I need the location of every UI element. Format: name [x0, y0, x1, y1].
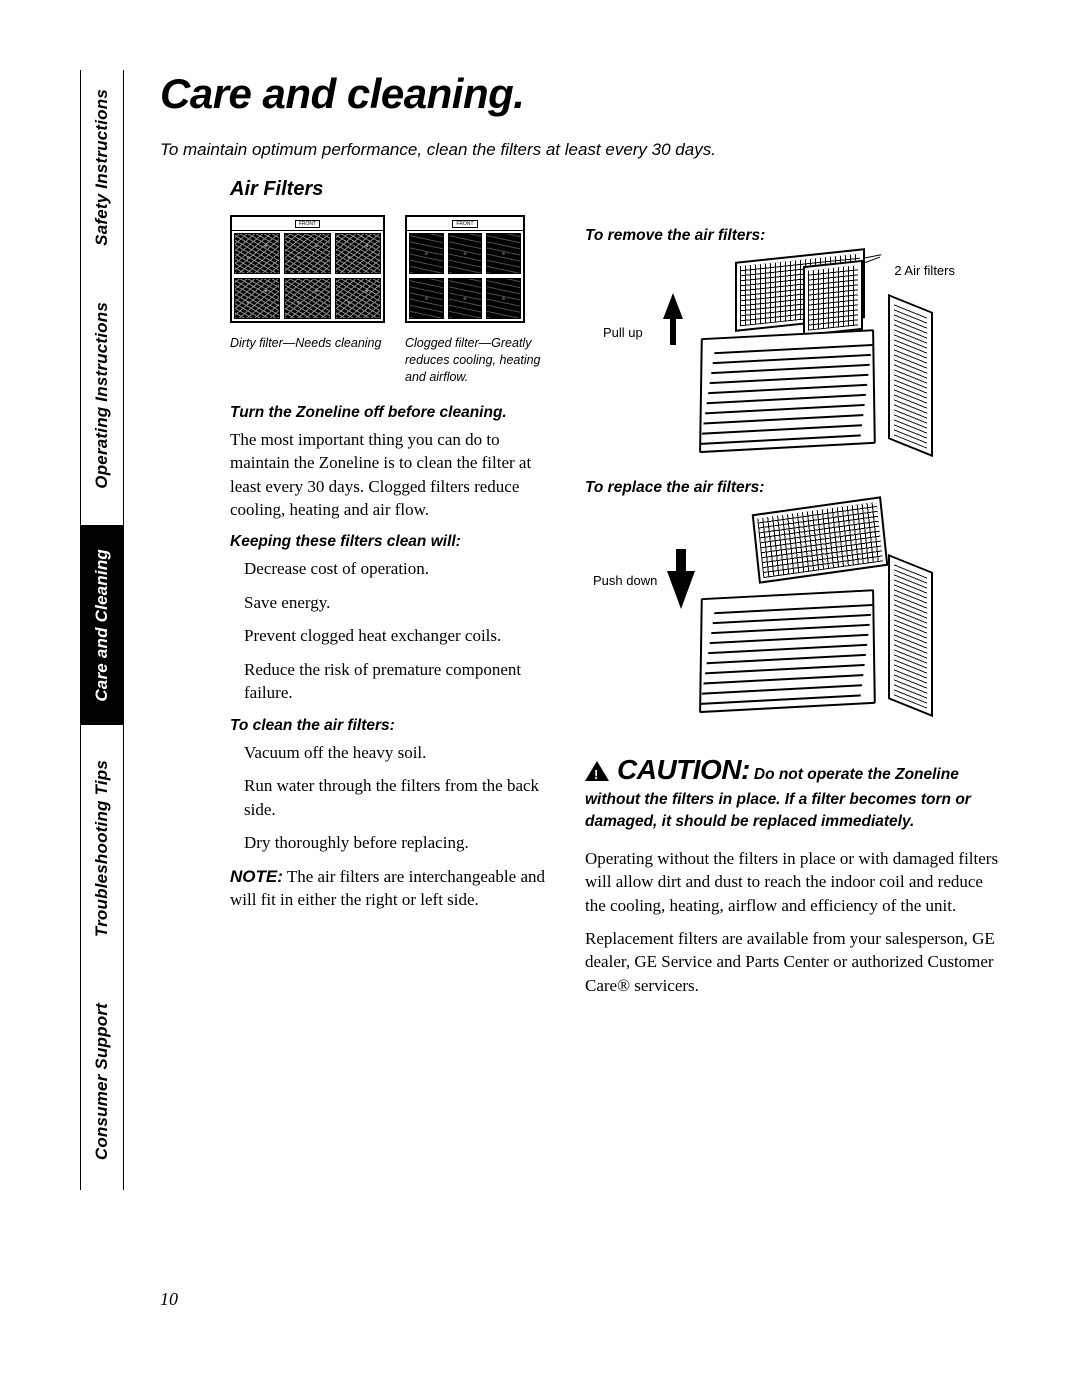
unit-sketch: [705, 273, 905, 458]
tab-label: Safety Instructions: [92, 89, 112, 246]
caution-word: CAUTION:: [617, 754, 750, 785]
page-number: 10: [160, 1289, 178, 1310]
label-push-down: Push down: [593, 573, 657, 588]
clean-steps: Vacuum off the heavy soil. Run water thr…: [230, 741, 555, 855]
caption-dirty: Dirty filter—Needs cleaning: [230, 335, 385, 386]
arrow-down-icon: [667, 571, 695, 609]
front-label: FRONT: [452, 220, 477, 228]
clogged-filter-figure: FRONT: [405, 215, 525, 323]
tab-label: Troubleshooting Tips: [92, 760, 112, 937]
section-tabs: Safety Instructions Operating Instruction…: [80, 70, 126, 1190]
section-tab: Consumer Support: [80, 973, 124, 1190]
caution-block: CAUTION: Do not operate the Zoneline wit…: [585, 751, 1005, 833]
front-label: FRONT: [295, 220, 320, 228]
clean-step-2: Run water through the filters from the b…: [244, 774, 555, 821]
tab-label: Consumer Support: [92, 1003, 112, 1160]
caption-clogged: Clogged filter—Greatly reduces cooling, …: [405, 335, 555, 386]
para-importance: The most important thing you can do to m…: [230, 428, 555, 522]
warning-triangle-icon: [585, 761, 609, 781]
replace-diagram: Push down: [615, 505, 925, 735]
right-column: To remove the air filters: Pull up 2 Air…: [585, 215, 1005, 1007]
dirty-filter-figure: FRONT: [230, 215, 385, 323]
benefit-4: Reduce the risk of premature component f…: [244, 658, 555, 705]
sub-replace: To replace the air filters:: [585, 479, 1005, 497]
sub-remove: To remove the air filters:: [585, 227, 1005, 245]
label-pull-up: Pull up: [603, 325, 643, 340]
unit-sketch: [705, 533, 905, 718]
section-tab: Care and Cleaning: [80, 525, 124, 725]
caution-para-2: Replacement filters are available from y…: [585, 927, 1005, 997]
note: NOTE: The air filters are interchangeabl…: [230, 865, 555, 912]
section-tab: Safety Instructions: [80, 70, 124, 265]
note-lead: NOTE:: [230, 867, 283, 886]
sub-keeping-clean: Keeping these filters clean will:: [230, 533, 555, 551]
arrow-stem: [670, 319, 676, 345]
page-title: Care and cleaning.: [160, 70, 1020, 118]
section-heading: Air Filters: [230, 178, 1020, 201]
benefit-1: Decrease cost of operation.: [244, 557, 555, 580]
caution-para-1: Operating without the filters in place o…: [585, 847, 1005, 917]
tab-label: Care and Cleaning: [92, 549, 112, 702]
remove-diagram: Pull up 2 Air filters: [615, 253, 925, 463]
page-content: Care and cleaning. To maintain optimum p…: [160, 70, 1020, 1007]
tab-label: Operating Instructions: [92, 302, 112, 489]
left-column: FRONT FRONT Dir: [230, 215, 555, 1007]
intro-text: To maintain optimum performance, clean t…: [160, 140, 1020, 160]
sub-to-clean: To clean the air filters:: [230, 717, 555, 735]
clean-step-3: Dry thoroughly before replacing.: [244, 831, 555, 854]
sub-turn-off: Turn the Zoneline off before cleaning.: [230, 404, 555, 422]
clean-step-1: Vacuum off the heavy soil.: [244, 741, 555, 764]
benefit-3: Prevent clogged heat exchanger coils.: [244, 624, 555, 647]
section-tab: Operating Instructions: [80, 265, 124, 525]
arrow-stem: [676, 549, 686, 571]
figure-captions: Dirty filter—Needs cleaning Clogged filt…: [230, 329, 555, 386]
filter-figures: FRONT FRONT: [230, 215, 555, 323]
section-tab: Troubleshooting Tips: [80, 725, 124, 973]
benefit-2: Save energy.: [244, 591, 555, 614]
benefits-list: Decrease cost of operation. Save energy.…: [230, 557, 555, 704]
arrow-up-icon: [663, 293, 683, 319]
